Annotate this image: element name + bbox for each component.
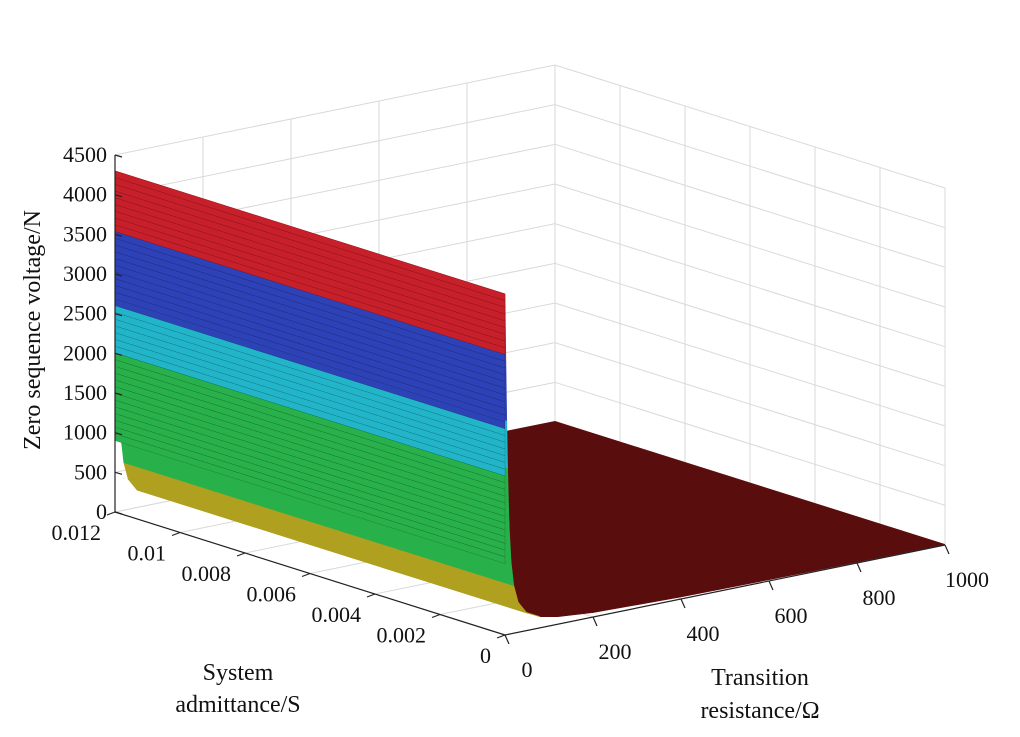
y-tick-label: 0.012 (52, 520, 102, 545)
z-tick-label: 4500 (63, 142, 107, 167)
z-tick-label: 3500 (63, 221, 107, 246)
z-tick-label: 1500 (63, 380, 107, 405)
y-tick-mark (431, 613, 441, 619)
z-tick-mark (114, 154, 123, 158)
x-tick-label: 600 (775, 603, 808, 628)
x-tick-mark (592, 616, 598, 627)
y-tick-label: 0 (480, 643, 491, 668)
voltage-surface (114, 170, 946, 617)
y-tick-label: 0.004 (312, 602, 362, 627)
z-tick-mark (114, 273, 123, 277)
z-tick-label: 2000 (63, 340, 107, 365)
z-tick-mark (114, 194, 123, 198)
x-tick-label: 0 (522, 657, 533, 682)
x-axis-ticks: 0 200 400 600 800 1000 (504, 544, 989, 682)
x-tick-mark (504, 634, 510, 645)
z-tick-mark (114, 392, 123, 396)
z-tick-mark (114, 471, 123, 475)
y-axis-ticks: 0 0.002 0.004 0.006 0.008 0.01 0.012 (52, 511, 506, 668)
x-tick-mark (856, 562, 862, 573)
y-tick-mark (496, 634, 506, 639)
x-tick-label: 200 (599, 639, 632, 664)
y-tick-label: 0.002 (377, 623, 427, 648)
y-tick-label: 0.01 (128, 541, 167, 566)
x-tick-label: 800 (863, 585, 896, 610)
y-tick-mark (171, 531, 181, 537)
z-tick-label: 2500 (63, 301, 107, 326)
z-axis-label: Zero sequence voltage/N (20, 210, 46, 450)
x-tick-mark (768, 580, 774, 591)
z-tick-mark (114, 511, 123, 515)
y-tick-mark (106, 511, 116, 516)
x-tick-mark (680, 598, 686, 609)
grid-line (114, 143, 946, 268)
z-tick-label: 4000 (63, 182, 107, 207)
x-axis-line (504, 544, 946, 636)
y-tick-mark (236, 552, 246, 557)
x-axis-label-line1: Transition (711, 665, 809, 691)
grid-line (114, 64, 946, 189)
y-tick-label: 0.006 (247, 582, 297, 607)
z-tick-label: 500 (74, 459, 107, 484)
z-tick-mark (114, 233, 123, 237)
y-axis-label-line2: admittance/S (175, 692, 300, 718)
z-tick-label: 0 (96, 499, 107, 524)
y-tick-mark (301, 572, 311, 578)
x-tick-label: 400 (687, 621, 720, 646)
z-tick-mark (114, 432, 123, 436)
z-tick-mark (114, 352, 123, 356)
y-tick-mark (366, 593, 376, 598)
y-tick-label: 0.008 (182, 561, 232, 586)
z-tick-label: 3000 (63, 261, 107, 286)
x-tick-mark (944, 544, 950, 555)
y-axis-label-line1: System (203, 660, 274, 686)
grid-line (114, 104, 946, 229)
z-tick-mark (114, 313, 123, 317)
x-axis-label-line2: resistance/Ω (700, 698, 819, 724)
z-axis-ticks: 0 500 1000 1500 2000 2500 3000 3500 4000 4500 (63, 142, 123, 524)
z-tick-label: 1000 (63, 420, 107, 445)
x-tick-label: 1000 (945, 567, 989, 592)
